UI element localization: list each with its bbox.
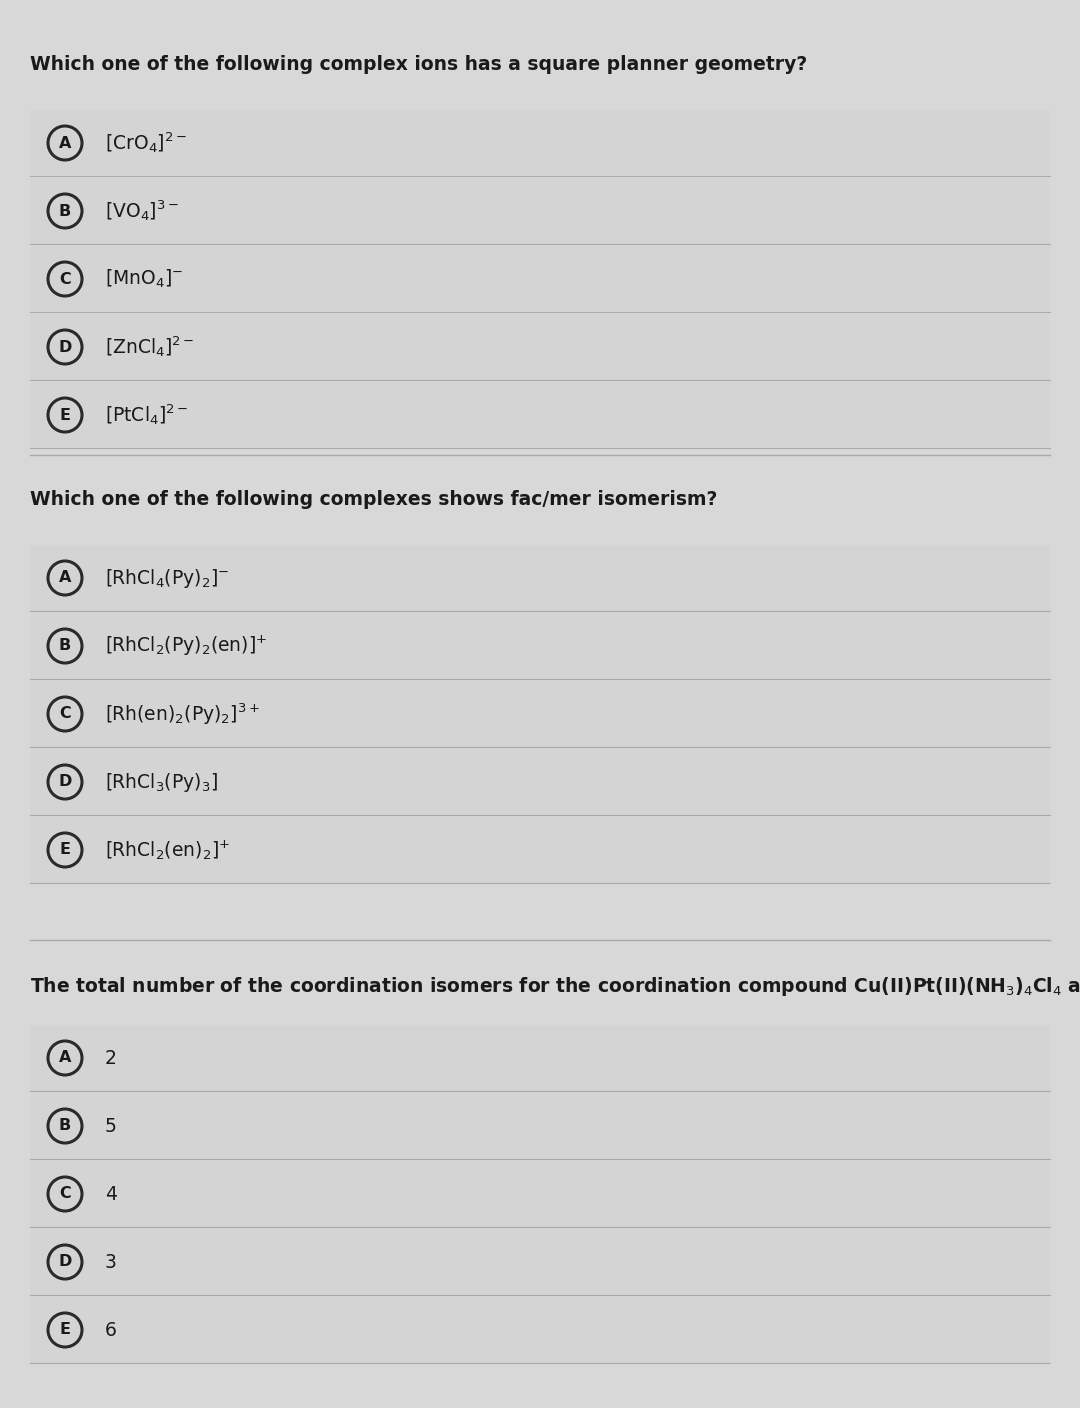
Text: D: D <box>58 339 71 355</box>
Text: D: D <box>58 1255 71 1270</box>
Text: A: A <box>58 570 71 586</box>
Text: 6: 6 <box>105 1321 117 1339</box>
Text: A: A <box>58 1050 71 1066</box>
FancyBboxPatch shape <box>30 1162 1050 1226</box>
Text: 2: 2 <box>105 1049 117 1067</box>
FancyBboxPatch shape <box>30 749 1050 815</box>
Text: C: C <box>59 707 71 721</box>
Text: B: B <box>59 1118 71 1133</box>
Text: The total number of the coordination isomers for the coordination compound Cu(II: The total number of the coordination iso… <box>30 974 1080 998</box>
Text: Which one of the following complexes shows fac/mer isomerism?: Which one of the following complexes sho… <box>30 490 717 510</box>
Text: A: A <box>58 135 71 151</box>
Text: [CrO$_4$]$^{2-}$: [CrO$_4$]$^{2-}$ <box>105 131 187 155</box>
Text: [RhCl$_4$(Py)$_2$]$^{-}$: [RhCl$_4$(Py)$_2$]$^{-}$ <box>105 566 229 590</box>
Text: 5: 5 <box>105 1117 117 1135</box>
FancyBboxPatch shape <box>30 177 1050 244</box>
Text: D: D <box>58 774 71 790</box>
FancyBboxPatch shape <box>30 314 1050 380</box>
FancyBboxPatch shape <box>30 1025 1050 1091</box>
FancyBboxPatch shape <box>30 110 1050 176</box>
Text: E: E <box>59 1322 70 1338</box>
Text: B: B <box>59 204 71 218</box>
Text: 4: 4 <box>105 1184 117 1204</box>
FancyBboxPatch shape <box>30 545 1050 611</box>
Text: [RhCl$_2$(en)$_2$]$^{+}$: [RhCl$_2$(en)$_2$]$^{+}$ <box>105 838 230 862</box>
FancyBboxPatch shape <box>30 1093 1050 1159</box>
Text: 3: 3 <box>105 1253 117 1271</box>
Text: B: B <box>59 638 71 653</box>
Text: C: C <box>59 272 71 286</box>
Text: [RhCl$_3$(Py)$_3$]: [RhCl$_3$(Py)$_3$] <box>105 770 218 794</box>
FancyBboxPatch shape <box>30 817 1050 883</box>
FancyBboxPatch shape <box>30 1229 1050 1295</box>
Text: E: E <box>59 407 70 422</box>
Text: [ZnCl$_4$]$^{2-}$: [ZnCl$_4$]$^{2-}$ <box>105 335 194 359</box>
Text: E: E <box>59 842 70 857</box>
Text: [MnO$_4$]$^{-}$: [MnO$_4$]$^{-}$ <box>105 268 184 290</box>
Text: [VO$_4$]$^{3-}$: [VO$_4$]$^{3-}$ <box>105 199 179 224</box>
FancyBboxPatch shape <box>30 246 1050 313</box>
Text: [RhCl$_2$(Py)$_2$(en)]$^{+}$: [RhCl$_2$(Py)$_2$(en)]$^{+}$ <box>105 634 268 658</box>
Text: Which one of the following complex ions has a square planner geometry?: Which one of the following complex ions … <box>30 55 807 75</box>
FancyBboxPatch shape <box>30 382 1050 448</box>
FancyBboxPatch shape <box>30 1297 1050 1363</box>
Text: [Rh(en)$_2$(Py)$_2$]$^{3+}$: [Rh(en)$_2$(Py)$_2$]$^{3+}$ <box>105 701 260 727</box>
Text: [PtCl$_4$]$^{2-}$: [PtCl$_4$]$^{2-}$ <box>105 403 188 428</box>
FancyBboxPatch shape <box>30 681 1050 748</box>
FancyBboxPatch shape <box>30 612 1050 679</box>
Text: C: C <box>59 1187 71 1201</box>
